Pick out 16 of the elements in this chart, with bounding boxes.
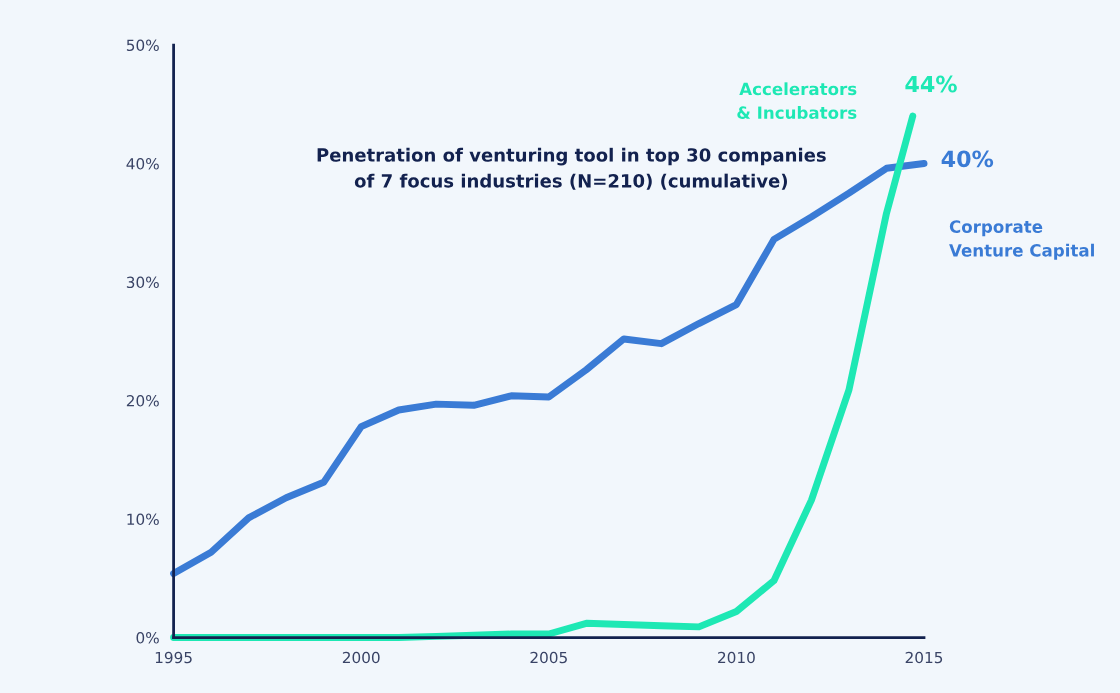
text: Corporate Venture Capital bbox=[949, 220, 1094, 260]
text: Penetration of venturing tool in top 30 companies of 7 focus industries (N=210) (cumulative) bbox=[317, 147, 826, 190]
x-tick-label: 2005 bbox=[530, 651, 567, 664]
y-tick-label: 40% bbox=[126, 158, 159, 170]
y-tick-label: 50% bbox=[126, 39, 159, 52]
x-tick-label: 2010 bbox=[718, 651, 755, 664]
x-tick-label: 1995 bbox=[155, 651, 192, 664]
y-tick-label: 10% bbox=[127, 513, 159, 526]
y-tick-label: 30% bbox=[126, 276, 159, 289]
x-tick-label: 2015 bbox=[905, 651, 943, 664]
y-tick-label: 0% bbox=[136, 632, 159, 644]
annotation: 44% bbox=[905, 75, 957, 93]
text: Accelerators & Incubators bbox=[737, 82, 857, 119]
x-tick-label: 2000 bbox=[342, 651, 380, 664]
annotation: 40% bbox=[941, 150, 994, 168]
y-tick-label: 20% bbox=[126, 395, 159, 407]
